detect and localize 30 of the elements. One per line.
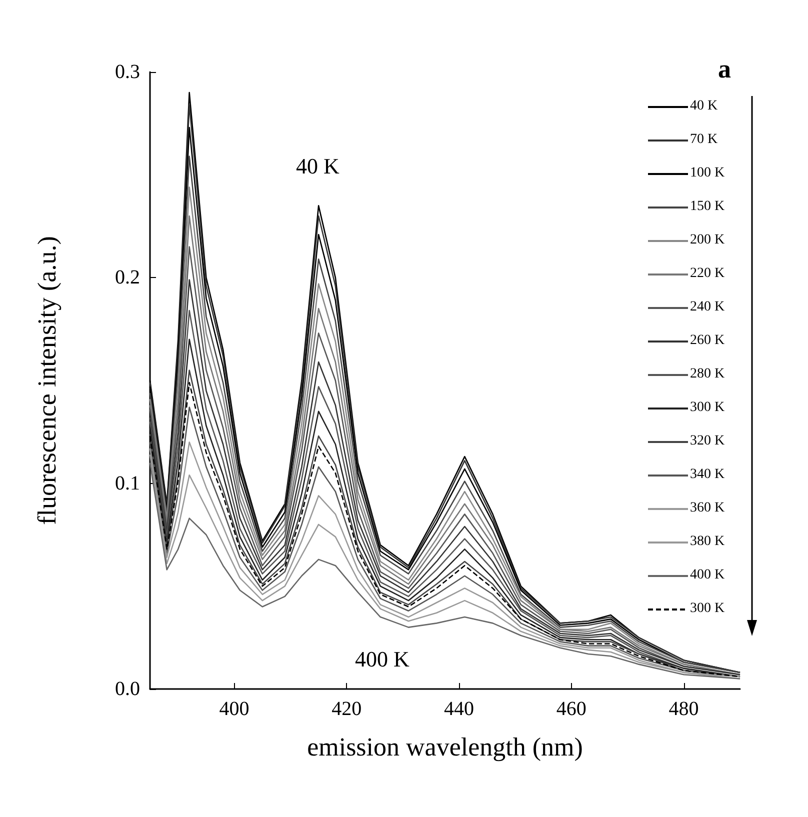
legend-label: 380 K [690,534,725,549]
y-tick-label: 0.3 [115,61,140,83]
legend-label: 260 K [690,333,725,348]
y-axis-title: fluorescence intensity (a.u.) [32,236,62,525]
legend-label: 400 K [690,568,725,582]
y-tick-label: 0.0 [115,678,140,700]
y-tick-label: 0.1 [115,472,140,494]
legend-label: 300 K [690,601,725,616]
x-tick-label: 440 [444,698,474,720]
x-axis-title: emission wavelength (nm) [307,732,583,762]
legend-label: 320 K [690,434,725,448]
legend-label: 100 K [690,166,725,180]
y-tick-label: 0.2 [115,266,140,289]
legend-label: 240 K [690,300,725,314]
legend-label: 360 K [690,500,725,516]
x-tick-label: 420 [332,698,362,720]
legend-label: 280 K [690,366,725,382]
legend-label: 340 K [690,467,725,482]
x-tick-label: 480 [668,698,699,720]
annotation: a [718,54,731,84]
x-tick-label: 400 [219,698,250,720]
legend-label: 300 K [690,400,725,415]
legend-label: 200 K [690,232,725,248]
legend-label: 150 K [690,199,725,214]
annotation: 40 K [296,154,340,178]
legend-label: 40 K [690,98,718,114]
legend-label: 70 K [690,132,718,147]
legend-label: 220 K [690,266,725,281]
x-tick-label: 460 [556,698,586,720]
annotation: 400 K [355,646,410,672]
